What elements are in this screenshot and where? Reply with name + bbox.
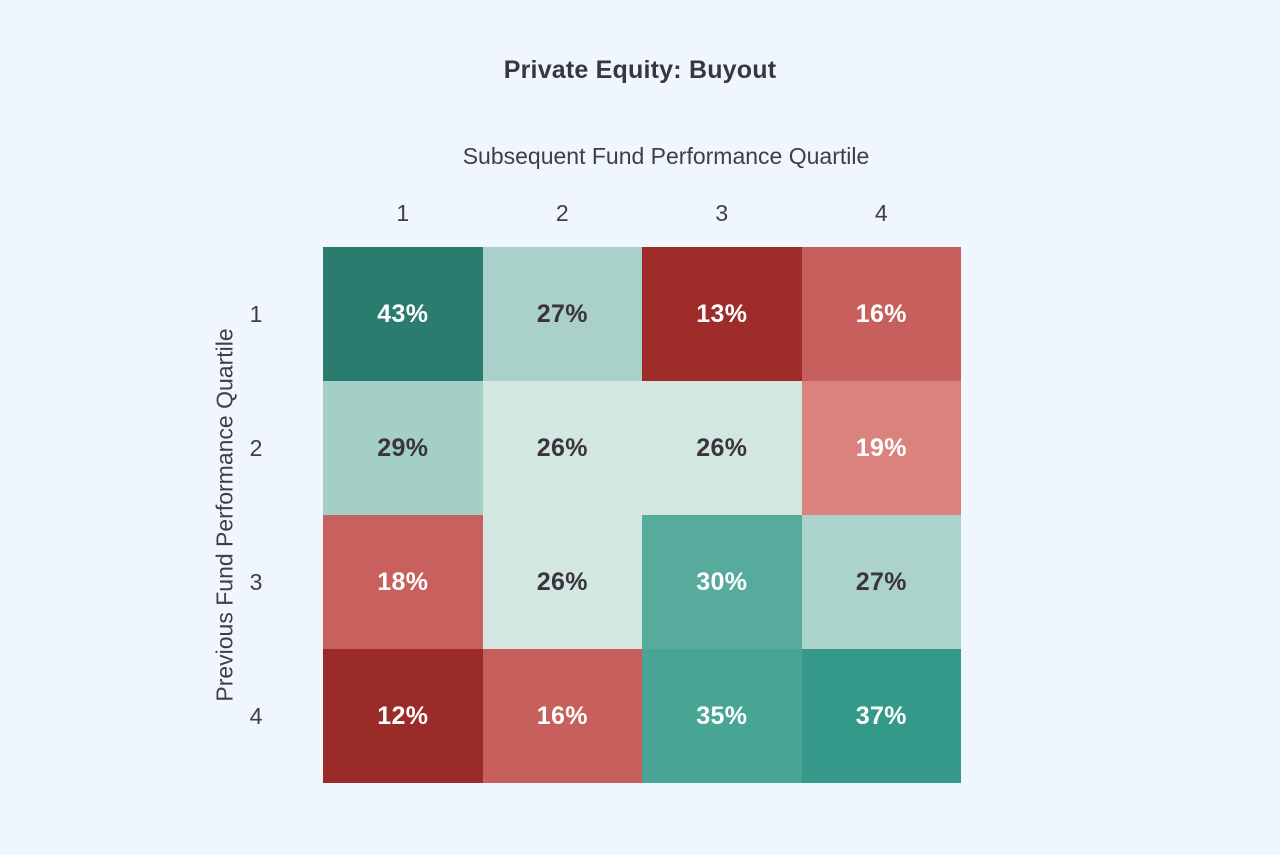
heatmap-cell-r4c4: 37% <box>801 649 961 783</box>
row-header-4: 4 <box>249 702 263 729</box>
row-headers: 1 2 3 4 <box>232 247 280 783</box>
heatmap-cell-r1c1: 43% <box>323 247 483 381</box>
heatmap-cell-r4c3: 35% <box>642 649 802 783</box>
heatmap-cell-r3c4: 27% <box>801 515 961 649</box>
row-header-1: 1 <box>249 300 263 327</box>
column-headers: 1 2 3 4 <box>323 198 961 228</box>
heatmap-cell-r1c3: 13% <box>642 247 802 381</box>
heatmap-cell-r2c2: 26% <box>482 381 642 515</box>
row-header-2: 2 <box>249 434 263 461</box>
heatmap-cell-r2c3: 26% <box>642 381 802 515</box>
heatmap-cell-r1c2: 27% <box>482 247 642 381</box>
heatmap-cell-r1c4: 16% <box>801 247 961 381</box>
column-header-1: 1 <box>396 200 410 226</box>
row-header-3: 3 <box>249 568 263 595</box>
heatmap-cell-r3c1: 18% <box>323 515 483 649</box>
column-header-3: 3 <box>715 200 729 226</box>
heatmap-cell-r2c4: 19% <box>801 381 961 515</box>
heatmap-cell-r3c3: 30% <box>642 515 802 649</box>
column-header-4: 4 <box>874 200 888 226</box>
heatmap-cell-r4c2: 16% <box>482 649 642 783</box>
heatmap-cell-r3c2: 26% <box>482 515 642 649</box>
y-axis-title: Previous Fund Performance Quartile <box>211 328 238 702</box>
heatmap-cell-r2c1: 29% <box>323 381 483 515</box>
column-header-2: 2 <box>555 200 569 226</box>
x-axis-title: Subsequent Fund Performance Quartile <box>462 143 870 169</box>
heatmap-grid: 43% 27% 13% 16% 29% 26% 26% 19% 18% 26% 30% 27% 12% 1… <box>323 247 961 783</box>
heatmap-cell-r4c1: 12% <box>323 649 483 783</box>
chart-title: Private Equity: Buyout <box>503 56 777 84</box>
